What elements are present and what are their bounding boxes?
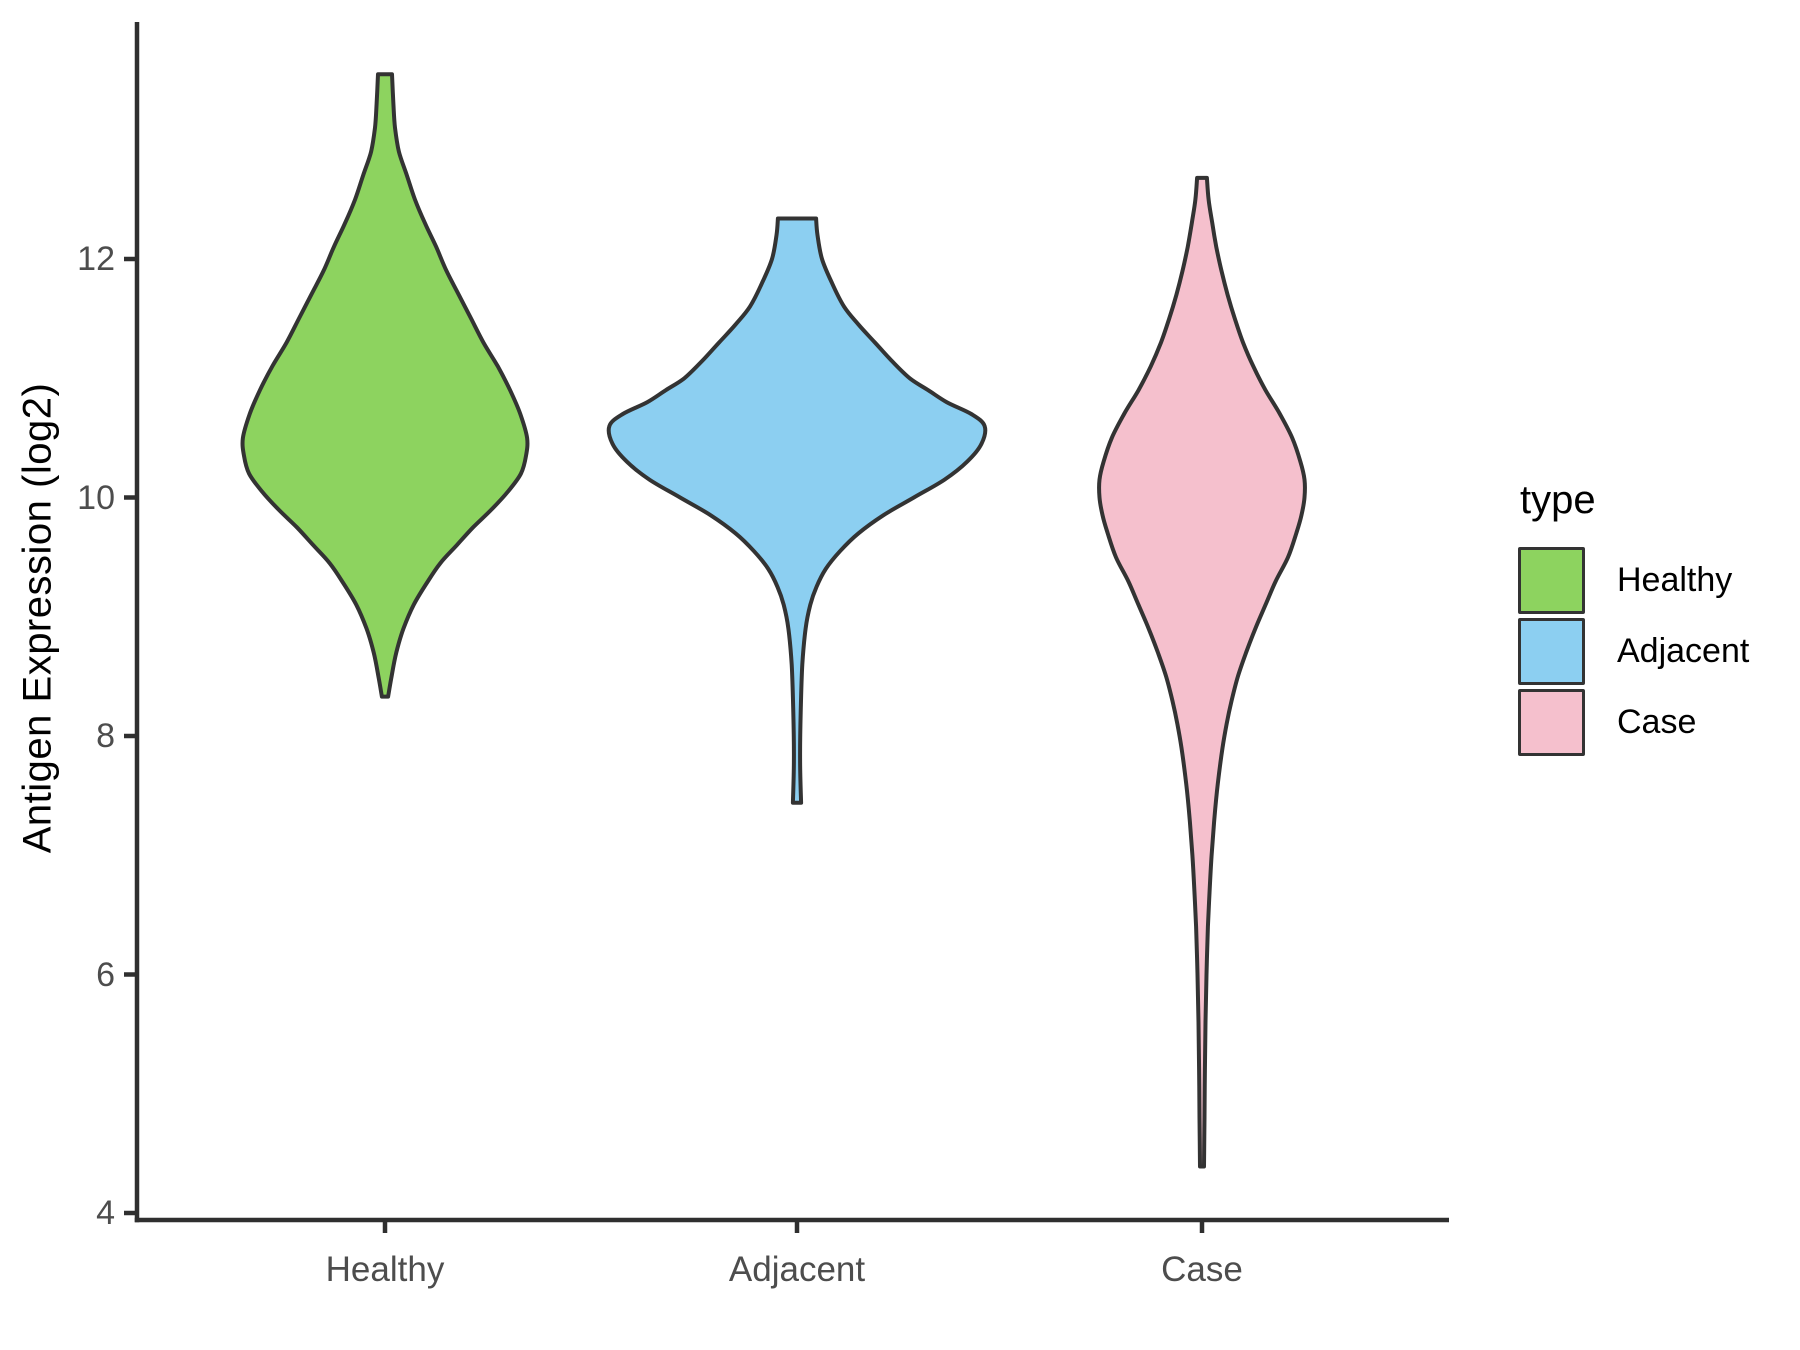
y-tick-label: 6 xyxy=(96,955,115,994)
x-tick-label: Adjacent xyxy=(728,1250,866,1289)
legend-swatch-healthy xyxy=(1518,547,1585,614)
legend-label: Healthy xyxy=(1617,561,1733,599)
legend-item: Case xyxy=(1518,689,1749,756)
y-tick-label: 10 xyxy=(77,478,115,517)
y-tick-label: 8 xyxy=(96,717,115,755)
y-axis-title: Antigen Expression (log2) xyxy=(15,382,60,854)
legend-label: Adjacent xyxy=(1617,632,1750,670)
legend-title: type xyxy=(1520,478,1596,522)
legend-swatch-adjacent xyxy=(1518,618,1585,685)
y-tick-label: 12 xyxy=(77,240,115,278)
legend-item: Healthy xyxy=(1518,547,1749,614)
axes xyxy=(124,22,1449,1233)
legend-swatch-case xyxy=(1518,689,1585,756)
x-tick-label: Healthy xyxy=(325,1250,445,1289)
y-tick-label: 4 xyxy=(96,1194,115,1232)
legend: type Healthy Adjacent Case xyxy=(1518,478,1749,760)
violin-case xyxy=(1097,175,1307,1169)
violin-healthy xyxy=(240,72,530,699)
legend-label: Case xyxy=(1617,703,1697,741)
legend-item: Adjacent xyxy=(1518,618,1749,685)
violin-shapes xyxy=(240,72,1307,1169)
violin-adjacent xyxy=(606,216,988,805)
x-tick-label: Case xyxy=(1161,1250,1243,1289)
legend-items: Healthy Adjacent Case xyxy=(1518,547,1749,756)
